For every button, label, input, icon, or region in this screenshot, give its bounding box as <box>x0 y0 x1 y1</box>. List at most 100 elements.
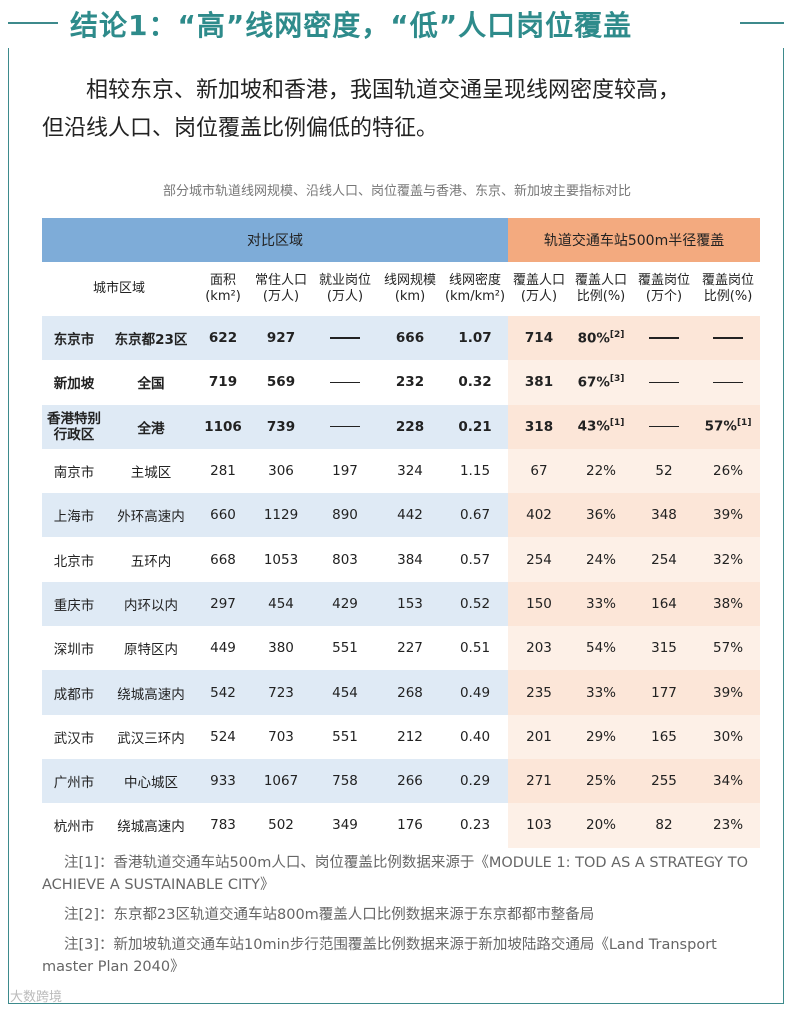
cell-value: 82 <box>655 817 673 834</box>
cell-value: 723 <box>268 684 294 701</box>
cell-city: 武汉市 <box>42 715 106 759</box>
cell-network: 268 <box>378 670 442 715</box>
intro-line-1: 相较东京、新加坡和香港，我国轨道交通呈现线网密度较高， <box>86 78 681 103</box>
cell-value: 449 <box>210 640 236 657</box>
cell-covered-jobs-pct: 23% <box>696 803 761 848</box>
cell-network: 227 <box>378 626 442 670</box>
cell-covered-jobs-pct: 30% <box>696 714 761 759</box>
cell-covered-jobs <box>632 360 696 405</box>
col-header-covered-jobs: 覆盖岗位(万个) <box>637 273 690 304</box>
cell-value: 33% <box>585 684 616 701</box>
cell-network: 266 <box>378 758 442 804</box>
comparison-table: 对比区域 轨道交通车站500m半径覆盖 城市区域 面积(km²) 常住人口(万人… <box>42 218 761 848</box>
dash-mark <box>649 425 679 428</box>
footnote-1: 注[1]：香港轨道交通车站500m人口、岗位覆盖比例数据来源于《MODULE 1… <box>42 855 749 893</box>
table-row: 新加坡 全国 719 569 232 0.32 381 67%[3] <box>42 360 761 405</box>
cell-value: 1129 <box>263 507 299 524</box>
cell-covered-pop: 271 <box>508 758 570 804</box>
cell-value: 232 <box>395 374 425 391</box>
cell-value: 绕城高速内 <box>117 819 185 836</box>
intro-paragraph: 相较东京、新加坡和香港，我国轨道交通呈现线网密度较高， 但沿线人口、岗位覆盖比例… <box>42 72 762 148</box>
cell-density: 1.15 <box>442 449 508 493</box>
cell-value: 内环以内 <box>124 597 178 614</box>
cell-value: 551 <box>332 640 358 657</box>
cell-area-name: 绕城高速内 <box>106 670 196 715</box>
cell-value: 719 <box>208 374 238 391</box>
cell-city: 香港特别行政区 <box>42 404 106 449</box>
footnote-3: 注[3]：新加坡轨道交通车站10min步行范围覆盖比例数据来源于新加坡陆路交通局… <box>42 937 717 975</box>
cell-density: 0.49 <box>442 670 508 715</box>
cell-jobs: 197 <box>312 449 378 493</box>
cell-value: 666 <box>395 330 425 347</box>
cell-value: 香港特别行政区 <box>47 410 101 443</box>
cell-area-name: 内环以内 <box>106 581 196 627</box>
cell-value: 255 <box>651 773 677 790</box>
col-header-covered-pop-pct: 覆盖人口比例(%) <box>574 273 627 304</box>
cell-covered-pop-pct: 24% <box>570 537 632 582</box>
cell-value: 783 <box>210 817 236 834</box>
title-rule-left <box>8 22 58 24</box>
cell-covered-jobs-pct: 32% <box>696 537 761 582</box>
cell-value: 281 <box>210 463 236 480</box>
cell-area: 281 <box>196 449 250 493</box>
cell-value: 254 <box>651 551 677 568</box>
cell-value: 758 <box>332 773 358 790</box>
cell-value: 20% <box>585 817 616 834</box>
cell-value: 668 <box>210 551 236 568</box>
cell-covered-jobs: 177 <box>632 670 696 715</box>
cell-network: 324 <box>378 449 442 493</box>
cell-population: 306 <box>250 449 312 493</box>
cell-value: 0.52 <box>459 595 491 612</box>
cell-covered-pop-pct: 80%[2] <box>570 316 632 361</box>
cell-value: 32% <box>713 551 744 568</box>
cell-covered-jobs-pct: 57%[1] <box>696 404 761 449</box>
cell-value: 0.32 <box>458 374 492 391</box>
cell-value: 933 <box>210 773 236 790</box>
cell-area-name: 原特区内 <box>106 626 196 670</box>
cell-city: 广州市 <box>42 758 106 804</box>
cell-value: 429 <box>332 595 358 612</box>
cell-density: 0.21 <box>442 404 508 449</box>
table-row: 深圳市 原特区内 449 380 551 227 0.51 203 54% 315 57% <box>42 626 761 671</box>
cell-value: 39% <box>713 684 744 701</box>
title-band: 结论1：“高”线网密度，“低”人口岗位覆盖 <box>0 0 794 48</box>
cell-jobs: 758 <box>312 758 378 804</box>
cell-covered-pop: 318 <box>508 404 570 449</box>
page-title: 结论1：“高”线网密度，“低”人口岗位覆盖 <box>70 9 633 42</box>
cell-value: 中心城区 <box>124 775 178 792</box>
cell-covered-pop: 67 <box>508 448 570 494</box>
cell-value: 381 <box>524 374 554 391</box>
cell-jobs: 551 <box>312 715 378 759</box>
col-header-covered-pop: 覆盖人口(万人) <box>512 273 565 304</box>
cell-covered-jobs-pct: 39% <box>696 493 761 538</box>
cell-covered-jobs: 315 <box>632 626 696 671</box>
table-row: 广州市 中心城区 933 1067 758 266 0.29 271 25% 255 34% <box>42 758 761 804</box>
cell-area-name: 全国 <box>106 360 196 404</box>
cell-covered-jobs <box>632 316 696 361</box>
cell-jobs: 349 <box>312 803 378 847</box>
cell-population: 569 <box>250 360 312 404</box>
cell-covered-pop: 714 <box>508 316 570 361</box>
intro-line-2: 但沿线人口、岗位覆盖比例偏低的特征。 <box>42 116 439 141</box>
cell-value: 551 <box>332 728 358 745</box>
col-header-jobs: 就业岗位(万人) <box>318 273 371 304</box>
cell-area-name: 主城区 <box>106 449 196 493</box>
footnote-2: 注[2]：东京都23区轨道交通车站800m覆盖人口比例数据来源于东京都都市整备局 <box>64 907 595 923</box>
footnotes: 注[1]：香港轨道交通车站500m人口、岗位覆盖比例数据来源于《MODULE 1… <box>42 852 752 986</box>
cell-value: 0.23 <box>459 817 491 834</box>
cell-value: 569 <box>266 374 296 391</box>
cell-covered-pop: 103 <box>508 803 570 848</box>
cell-covered-jobs-pct <box>696 316 761 361</box>
footnote-ref: [1] <box>609 418 625 429</box>
cell-value: 新加坡 <box>53 376 95 393</box>
dash-mark <box>649 381 679 384</box>
cell-value: 1.15 <box>459 463 491 480</box>
col-header-region: 城市区域 <box>92 281 145 296</box>
cell-value: 164 <box>651 595 677 612</box>
cell-value: 36% <box>585 507 616 524</box>
cell-population: 454 <box>250 581 312 627</box>
cell-area-name: 绕城高速内 <box>106 803 196 847</box>
cell-value: 绕城高速内 <box>117 686 185 703</box>
cell-value: 227 <box>397 640 423 657</box>
cell-network: 153 <box>378 581 442 627</box>
